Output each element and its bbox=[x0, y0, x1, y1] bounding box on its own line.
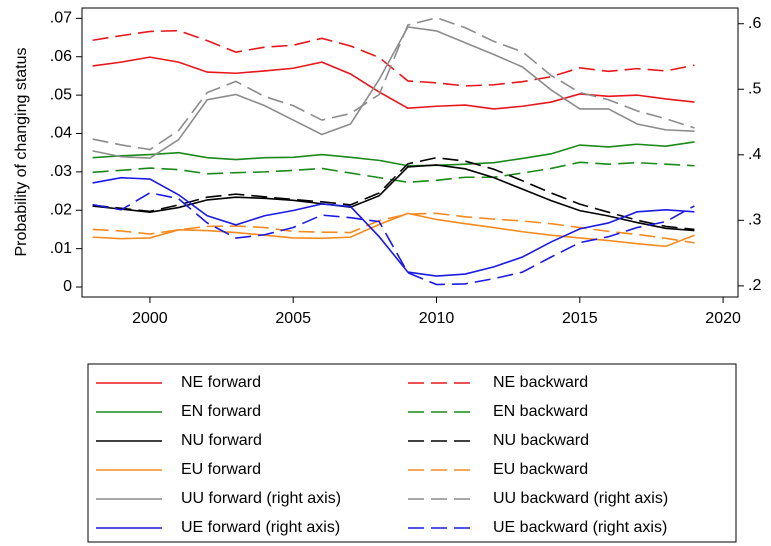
plot-frame bbox=[81, 7, 739, 298]
legend-label: UE backward (right axis) bbox=[493, 519, 667, 536]
y2-tick-label: .4 bbox=[748, 146, 761, 163]
series-line bbox=[92, 191, 695, 286]
series-line bbox=[92, 26, 695, 159]
legend-label: UE forward (right axis) bbox=[181, 519, 340, 536]
y-tick-label: .02 bbox=[50, 201, 72, 218]
legend-label: EN backward bbox=[493, 403, 588, 420]
legend-label: UU backward (right axis) bbox=[493, 490, 668, 507]
legend-box bbox=[87, 363, 737, 543]
y-tick-label: .07 bbox=[50, 10, 72, 27]
series-line bbox=[92, 141, 695, 167]
y-tick-label: 0 bbox=[63, 278, 72, 295]
legend-label: NE forward bbox=[181, 374, 261, 391]
series-line bbox=[92, 156, 695, 231]
y2-tick-label: .6 bbox=[748, 15, 761, 32]
series-line bbox=[92, 161, 695, 184]
legend-label: EU backward bbox=[493, 461, 588, 478]
x-tick-label: 2005 bbox=[275, 310, 311, 327]
series-line bbox=[92, 29, 695, 87]
legend-label: NE backward bbox=[493, 374, 588, 391]
y-axis-label: Probability of changing status bbox=[13, 47, 30, 256]
series-line bbox=[92, 212, 695, 244]
x-tick-label: 2015 bbox=[562, 310, 598, 327]
series-line bbox=[92, 56, 695, 110]
y-tick-label: .05 bbox=[50, 86, 72, 103]
y-tick-label: .04 bbox=[50, 125, 72, 142]
legend-label: EU forward bbox=[181, 461, 261, 478]
y-tick-label: .03 bbox=[50, 163, 72, 180]
x-tick-label: 2010 bbox=[419, 310, 455, 327]
y2-tick-label: .5 bbox=[748, 80, 761, 97]
legend-label: UU forward (right axis) bbox=[181, 490, 341, 507]
series-line bbox=[92, 176, 695, 277]
series-line bbox=[92, 212, 695, 248]
legend-label: NU forward bbox=[181, 432, 262, 449]
x-tick-label: 2000 bbox=[132, 310, 168, 327]
series-line bbox=[92, 16, 695, 151]
series-line bbox=[92, 164, 695, 232]
y2-tick-label: .3 bbox=[748, 212, 761, 229]
legend-label: EN forward bbox=[181, 403, 261, 420]
x-tick-label: 2020 bbox=[705, 310, 741, 327]
y2-tick-label: .2 bbox=[748, 277, 761, 294]
legend-label: NU backward bbox=[493, 432, 589, 449]
y-tick-label: .01 bbox=[50, 240, 72, 257]
y-tick-label: .06 bbox=[50, 48, 72, 65]
